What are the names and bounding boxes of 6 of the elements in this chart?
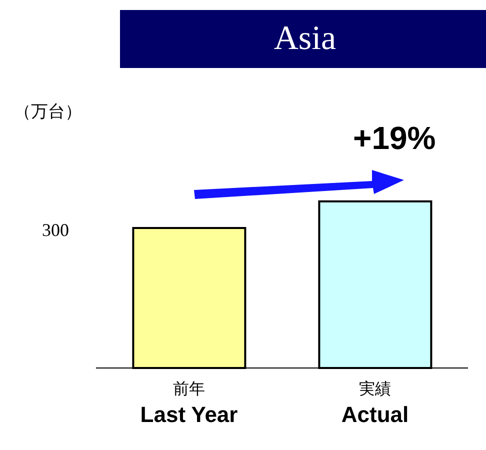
text: 300 [42, 220, 69, 241]
x-tick-label: 実績 Actual [341, 380, 409, 427]
x-tick-label: 前年 Last Year [140, 380, 238, 427]
y-axis-title: （万台） [14, 101, 82, 123]
text: +19% [353, 120, 436, 157]
chart-title: Asia [120, 10, 486, 68]
